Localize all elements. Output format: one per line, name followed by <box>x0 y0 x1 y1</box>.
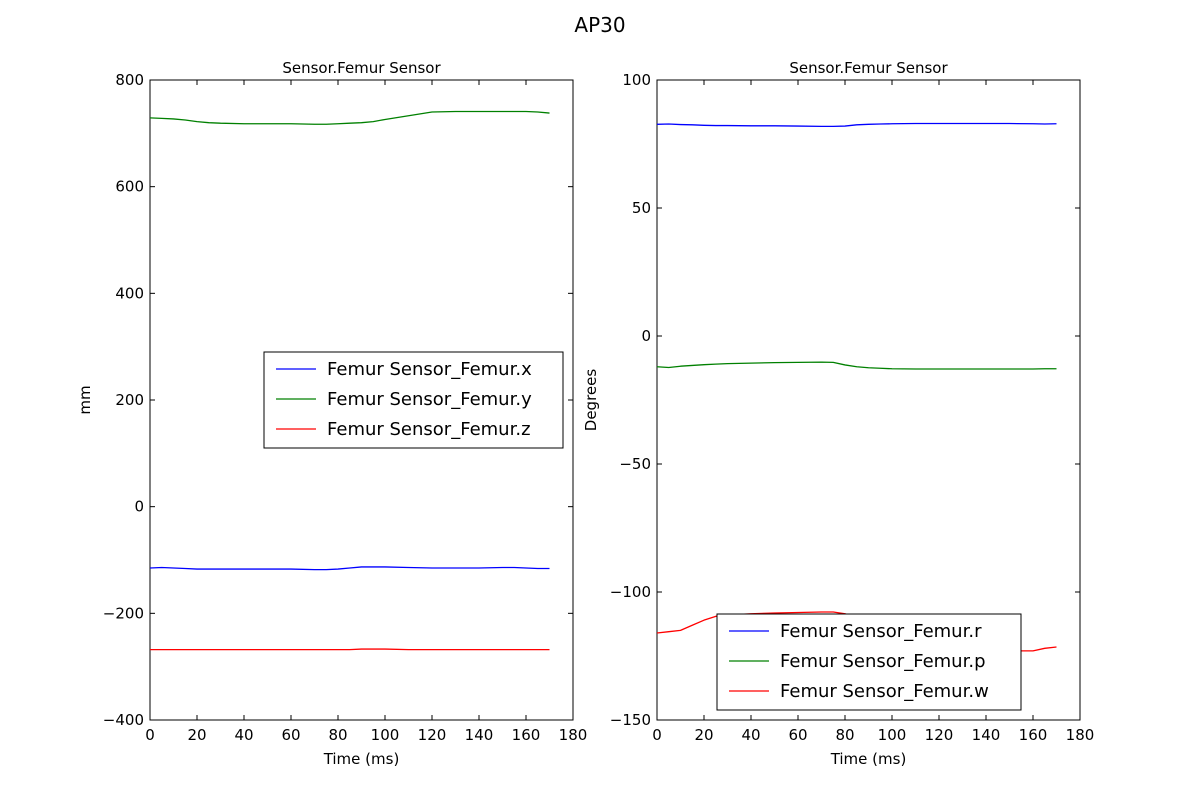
y-tick-label: 100 <box>622 71 651 89</box>
legend <box>716 613 1022 711</box>
legend-entry: Femur Sensor_Femur.w <box>780 681 989 702</box>
subplot-title: Sensor.Femur Sensor <box>282 59 441 77</box>
legend-entry: Femur Sensor_Femur.p <box>780 651 986 672</box>
y-tick-label: 400 <box>115 284 144 302</box>
y-tick-label: −200 <box>103 604 144 622</box>
series-line <box>149 566 550 571</box>
x-tick-label: 80 <box>328 726 347 744</box>
x-tick-label: 180 <box>1066 726 1095 744</box>
y-tick-label: 0 <box>134 498 144 516</box>
x-tick-label: 0 <box>145 726 155 744</box>
y-tick-label: 600 <box>115 178 144 196</box>
subplot-title: Sensor.Femur Sensor <box>789 59 948 77</box>
y-axis-label: Degrees <box>582 369 600 432</box>
x-axis-label: Time (ms) <box>323 750 400 768</box>
series-line <box>656 122 1057 127</box>
series-line <box>150 648 550 651</box>
x-tick-label: 40 <box>741 726 760 744</box>
y-tick-label: −50 <box>619 455 651 473</box>
x-tick-label: 60 <box>788 726 807 744</box>
x-tick-label: 140 <box>972 726 1001 744</box>
legend-entry: Femur Sensor_Femur.y <box>327 389 532 410</box>
plot-frame <box>656 79 1081 721</box>
x-tick-label: 80 <box>835 726 854 744</box>
x-tick-label: 100 <box>878 726 907 744</box>
x-tick-label: 120 <box>925 726 954 744</box>
x-tick-label: 140 <box>465 726 494 744</box>
x-tick-label: 180 <box>559 726 588 744</box>
x-tick-label: 0 <box>652 726 662 744</box>
y-tick-label: 0 <box>641 327 651 345</box>
y-tick-label: −150 <box>610 711 651 729</box>
y-tick-label: 200 <box>115 391 144 409</box>
legend-entry: Femur Sensor_Femur.x <box>327 359 532 380</box>
x-tick-label: 60 <box>281 726 300 744</box>
legend-entry: Femur Sensor_Femur.r <box>780 621 982 642</box>
right-subplot: Sensor.Femur Sensor 0 20 40 60 80 100 120 140 160… <box>582 59 1094 768</box>
x-tick-label: 120 <box>418 726 447 744</box>
y-tick-label: 800 <box>115 71 144 89</box>
series-line <box>149 110 550 125</box>
x-tick-label: 160 <box>512 726 541 744</box>
y-tick-label: −400 <box>103 711 144 729</box>
x-tick-label: 100 <box>371 726 400 744</box>
left-subplot: Sensor.Femur Sensor 0 20 40 60 80 100 120 140 160… <box>76 59 587 768</box>
x-tick-label: 20 <box>187 726 206 744</box>
legend <box>263 351 564 449</box>
x-axis-label: Time (ms) <box>830 750 907 768</box>
legend-entry: Femur Sensor_Femur.z <box>327 419 531 440</box>
series-line <box>656 361 1057 370</box>
x-tick-label: 20 <box>694 726 713 744</box>
y-tick-label: −100 <box>610 583 651 601</box>
figure-title: AP30 <box>574 13 625 37</box>
x-tick-label: 160 <box>1019 726 1048 744</box>
x-tick-label: 40 <box>234 726 253 744</box>
y-axis-label: mm <box>76 385 94 414</box>
y-tick-label: 50 <box>632 199 651 217</box>
